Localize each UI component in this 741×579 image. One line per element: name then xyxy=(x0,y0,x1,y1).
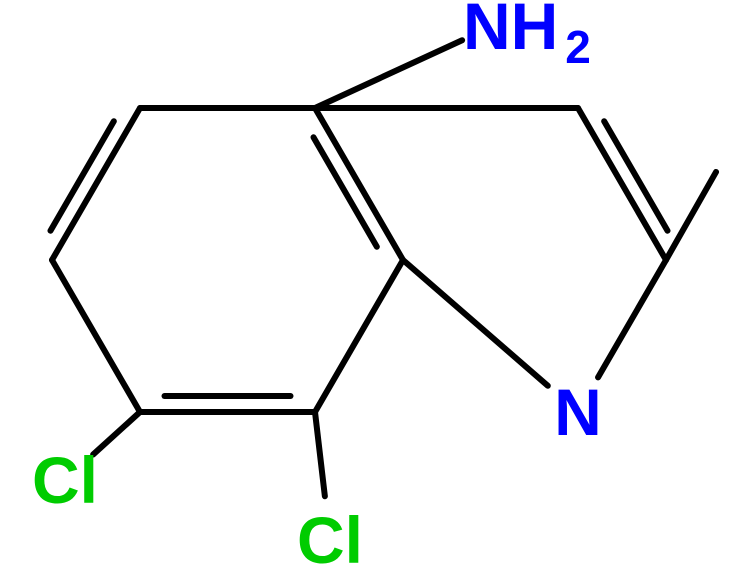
molecule-canvas: N NH2 Cl Cl xyxy=(0,0,741,579)
label-nh2-sub: 2 xyxy=(565,21,591,73)
label-cl1: Cl xyxy=(297,503,363,577)
label-p4: N xyxy=(554,375,602,449)
label-nh2: NH xyxy=(463,0,558,63)
canvas-bg xyxy=(0,0,741,579)
label-cl2: Cl xyxy=(32,443,98,517)
